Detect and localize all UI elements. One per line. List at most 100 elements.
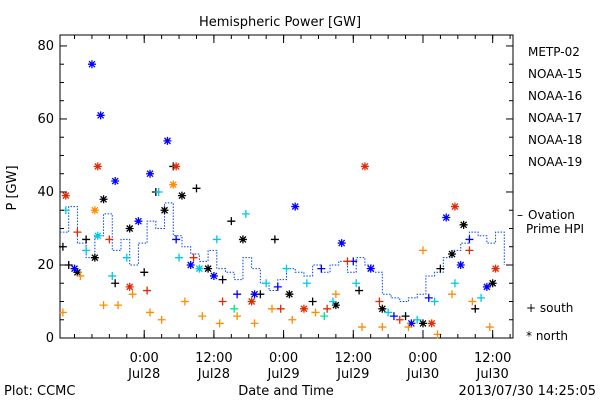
south-point <box>471 304 480 313</box>
legend-entry: NOAA-16 <box>528 89 582 103</box>
south-point <box>430 297 439 306</box>
south-point <box>143 286 152 295</box>
north-point <box>125 282 134 291</box>
north-point <box>442 213 451 222</box>
north-point <box>250 290 259 299</box>
north-point <box>482 282 491 291</box>
north-point <box>111 177 120 186</box>
south-point <box>140 268 149 277</box>
x-tick-label-date: Jul28 <box>197 367 230 382</box>
south-point <box>465 235 474 244</box>
data-points <box>58 60 500 339</box>
south-point <box>465 246 474 255</box>
south-point <box>424 293 433 302</box>
plot-frame <box>59 34 514 339</box>
series-noaa-15 <box>70 60 491 328</box>
south-point <box>418 246 427 255</box>
legend-ovation-line1: Ovation <box>528 208 575 222</box>
legend-entry: NOAA-15 <box>528 67 582 81</box>
north-point <box>299 304 308 313</box>
south-point <box>218 297 227 306</box>
south-point <box>378 323 387 332</box>
south-point <box>267 304 276 313</box>
x-tick-label-time: 12:00 <box>195 351 232 366</box>
south-point <box>180 297 189 306</box>
x-tick-label-date: Jul28 <box>127 367 160 382</box>
south-point <box>282 264 291 273</box>
south-point <box>404 323 413 332</box>
y-axis-label: P [GW] <box>5 165 20 210</box>
south-point <box>485 323 494 332</box>
south-point <box>250 319 259 328</box>
north-point <box>378 304 387 313</box>
y-tick-label: 0 <box>46 331 54 346</box>
north-point <box>134 217 143 226</box>
north-point <box>448 250 457 259</box>
south-point <box>105 235 114 244</box>
series-noaa-19 <box>61 162 500 328</box>
south-point <box>358 323 366 332</box>
south-point <box>58 308 67 317</box>
north-point <box>93 231 102 240</box>
south-point <box>233 290 242 299</box>
south-point <box>448 290 457 299</box>
north-point <box>331 301 340 310</box>
south-point <box>308 297 317 306</box>
south-point <box>343 257 352 266</box>
south-point <box>317 264 326 273</box>
north-point <box>70 264 79 273</box>
legend: METP-02 NOAA-15 NOAA-16 NOAA-17 NOAA-18 NOAA-… <box>517 45 584 343</box>
chart-title: Hemispheric Power [GW] <box>199 15 361 30</box>
north-point <box>366 264 375 273</box>
south-point <box>413 315 422 324</box>
x-tick-label-date: Jul30 <box>406 367 439 382</box>
south-point <box>233 312 242 321</box>
north-point <box>90 253 99 262</box>
south-point <box>128 290 137 299</box>
y-tick-label: 20 <box>37 258 54 273</box>
south-point <box>355 286 364 295</box>
north-point <box>488 279 497 288</box>
south-point <box>273 282 282 291</box>
north-point <box>99 195 108 204</box>
south-point <box>82 246 91 255</box>
south-point <box>230 304 239 313</box>
y-tick-label: 40 <box>37 185 54 200</box>
marker-legend-north: * north <box>526 329 568 343</box>
south-point <box>175 253 184 262</box>
north-point <box>360 162 369 171</box>
x-tick-label-date: Jul29 <box>266 367 299 382</box>
north-point <box>491 264 500 273</box>
north-point <box>337 239 346 248</box>
south-point <box>154 187 163 196</box>
x-tick-label-time: 0:00 <box>408 351 437 366</box>
south-point <box>276 304 285 313</box>
north-point <box>93 162 102 171</box>
north-point <box>160 206 169 215</box>
y-tick-label: 60 <box>37 112 54 127</box>
south-point <box>468 297 477 306</box>
south-point <box>389 312 398 321</box>
north-point <box>418 319 427 328</box>
south-point <box>262 279 271 288</box>
north-point <box>291 202 300 211</box>
north-point <box>125 224 134 233</box>
south-point <box>111 279 120 288</box>
south-point <box>436 264 445 273</box>
south-point <box>270 235 279 244</box>
south-point <box>157 315 166 324</box>
north-point <box>96 111 105 120</box>
north-point <box>163 136 172 145</box>
north-point <box>172 162 181 171</box>
south-point <box>401 312 410 321</box>
south-point <box>227 217 236 226</box>
south-point <box>215 319 224 328</box>
south-point <box>198 312 207 321</box>
south-point <box>352 279 361 288</box>
legend-entry: NOAA-19 <box>528 155 582 169</box>
series-metp-02 <box>58 162 497 328</box>
north-point <box>186 260 195 269</box>
south-point <box>241 209 250 218</box>
north-point <box>204 264 213 273</box>
